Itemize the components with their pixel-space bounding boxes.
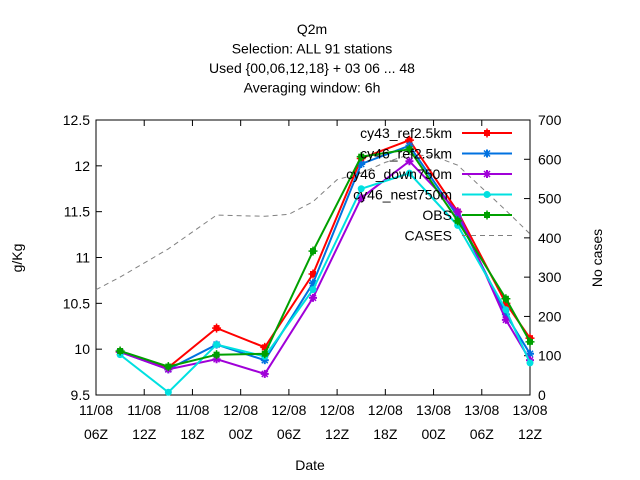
y2-tick-label: 0 [538, 387, 546, 403]
series-line [119, 144, 531, 371]
y-tick-label: 11.5 [64, 204, 90, 220]
legend-label: cy46_ref2.5km [360, 146, 452, 162]
series-cy46_ref2.5km [116, 141, 534, 374]
legend-label: OBS [422, 207, 452, 223]
series-cy46_down750m [116, 157, 534, 378]
legend-label: cy46_down750m [346, 166, 452, 182]
x-axis-label: Date [295, 457, 325, 473]
data-point-d2 [502, 316, 510, 324]
x-tick-label-date: 11/08 [127, 402, 161, 418]
series-OBS [115, 144, 535, 372]
y-tick-label: 10 [74, 341, 90, 357]
x-tick-label-hour: 12Z [325, 426, 350, 442]
y-tick-label: 9.5 [71, 387, 91, 403]
y-tick-label: 11 [75, 250, 90, 266]
plot-frame [95, 119, 531, 396]
legend-marker-d2 [483, 149, 491, 158]
legend-label: cy43_ref2.5km [360, 125, 452, 141]
y2-axis-ticks: 0 100 200 300 400 500 600 700 [524, 112, 562, 403]
series-layer [95, 135, 535, 396]
chart-title-line: Selection: ALL 91 stations [232, 41, 393, 57]
legend-marker-d2 [483, 170, 491, 178]
data-point [405, 169, 413, 177]
x-tick-label-date: 11/08 [79, 402, 113, 418]
data-point [357, 185, 365, 193]
y2-tick-label: 700 [538, 112, 562, 128]
x-tick-label-hour: 00Z [421, 426, 446, 442]
x-tick-label-date: 13/08 [464, 402, 499, 418]
x-tick-label-hour: 06Z [470, 426, 495, 442]
chart-titles: Q2m Selection: ALL 91 stations Used {00,06… [209, 21, 415, 96]
series-line [119, 159, 531, 376]
series-line [95, 154, 531, 291]
series-cy46_nest750m [116, 169, 534, 396]
data-point-d2 [357, 194, 365, 202]
x-tick-label-date: 13/08 [512, 402, 547, 418]
y2-tick-label: 200 [538, 308, 562, 324]
chart-title-line: Q2m [297, 21, 327, 37]
data-point-d2 [357, 160, 365, 168]
y2-tick-label: 300 [538, 269, 562, 285]
legend-label: CASES [405, 228, 452, 244]
y2-tick-label: 600 [538, 151, 562, 167]
x-tick-label-date: 12/08 [271, 402, 306, 418]
legend-marker [483, 191, 491, 198]
y-tick-label: 10.5 [63, 295, 90, 311]
x-tick-label-hour: 00Z [229, 426, 254, 442]
data-point-d2 [309, 294, 317, 302]
data-point [526, 359, 534, 367]
data-point [502, 306, 510, 314]
legend-label: cy46_nest750m [353, 187, 452, 203]
plot-area [95, 119, 531, 396]
data-point-d2 [309, 279, 317, 287]
y-tick-label: 12 [74, 158, 90, 174]
y2-tick-label: 100 [538, 348, 562, 364]
x-tick-label-hour: 18Z [180, 426, 205, 442]
y-axis-label: g/Kg [9, 244, 25, 273]
data-point-d2 [405, 157, 413, 165]
series-line [119, 172, 531, 394]
x-tick-label-date: 12/08 [223, 402, 258, 418]
series-CASES [95, 154, 531, 291]
series-line [119, 138, 531, 369]
x-tick-label-date: 11/08 [175, 402, 209, 418]
x-axis-ticks: 11/08 06Z 11/08 12Z 11/08 18Z 12/08 00Z 12/08 06Z… [79, 120, 548, 442]
x-tick-label-date: 12/08 [368, 402, 403, 418]
x-tick-label-hour: 06Z [84, 426, 109, 442]
chart-title-line: Averaging window: 6h [244, 80, 381, 96]
x-tick-label-hour: 12Z [518, 426, 543, 442]
chart-title-line: Used {00,06,12,18} + 03 06 ... 48 [209, 60, 415, 76]
series-line [119, 148, 531, 368]
x-tick-label-date: 13/08 [416, 402, 451, 418]
y2-tick-label: 400 [538, 230, 562, 246]
data-point-d2 [261, 370, 269, 378]
y2-tick-label: 500 [538, 191, 562, 207]
y-tick-label: 12.5 [63, 112, 90, 128]
x-tick-label-hour: 12Z [132, 426, 157, 442]
data-point [309, 286, 317, 294]
x-tick-label-date: 12/08 [320, 402, 355, 418]
x-tick-label-hour: 06Z [277, 426, 302, 442]
data-point-d2 [454, 208, 462, 216]
x-tick-label-hour: 18Z [373, 426, 398, 442]
y-axis-ticks: 9.5 10 10.5 11 11.5 12 12.5 [63, 112, 102, 403]
data-point [213, 341, 221, 349]
y2-axis-label: No cases [589, 229, 605, 287]
data-point [164, 388, 172, 396]
legend: cy43_ref2.5km cy46_ref2.5km cy46_down750mc… [346, 125, 512, 244]
